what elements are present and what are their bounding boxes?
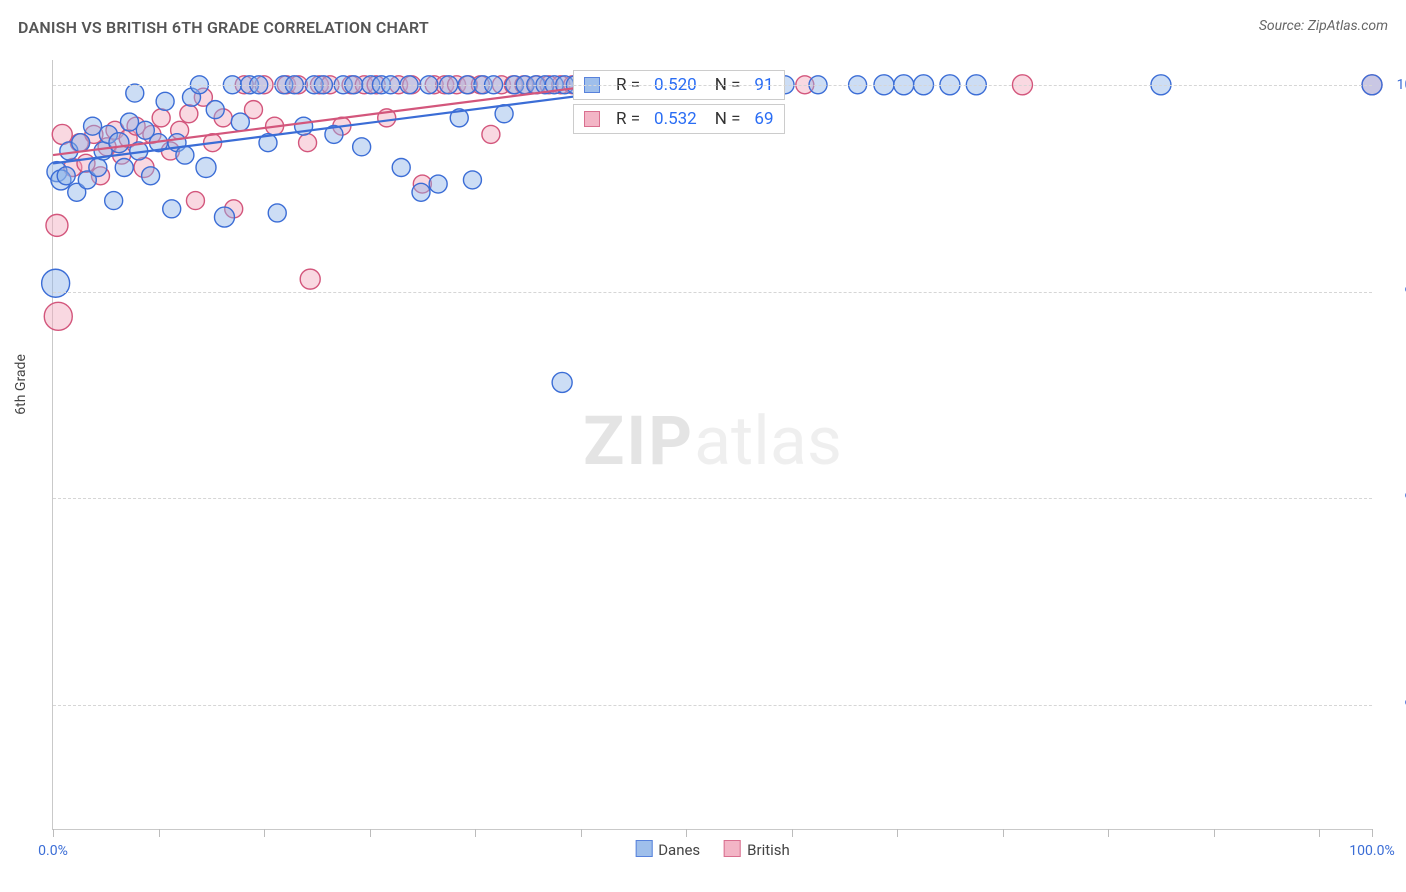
data-point [463, 171, 481, 189]
x-tick [686, 829, 687, 837]
data-point [109, 133, 129, 153]
legend-swatch-1 [635, 840, 652, 857]
legend-label-1: Danes [658, 841, 700, 859]
data-point [206, 101, 224, 119]
data-point [412, 183, 430, 201]
x-tick [1003, 829, 1004, 837]
x-tick [1108, 829, 1109, 837]
stat-r-value-2: 0.532 [654, 109, 697, 129]
data-point [180, 105, 198, 123]
data-point [300, 269, 320, 289]
data-point [176, 146, 194, 164]
source-label: Source: ZipAtlas.com [1259, 18, 1388, 34]
data-point [84, 117, 102, 135]
x-tick [1372, 829, 1373, 837]
data-point [429, 175, 447, 193]
data-point [353, 138, 371, 156]
data-point [57, 167, 75, 185]
legend-swatch-2 [724, 840, 741, 857]
data-point [231, 113, 249, 131]
data-point [46, 214, 68, 236]
x-tick [53, 829, 54, 837]
stat-n-label: N = [715, 109, 741, 129]
legend: Danes British [635, 840, 790, 859]
data-point [126, 84, 144, 102]
data-point [44, 302, 72, 330]
stat-box-series2: R = 0.532 N = 69 [573, 104, 785, 134]
x-tick [264, 829, 265, 837]
x-tick [159, 829, 160, 837]
data-point [156, 92, 174, 110]
stat-r-label: R = [616, 109, 640, 129]
x-tick-label: 0.0% [38, 843, 68, 859]
x-tick [897, 829, 898, 837]
stat-swatch-2 [584, 111, 600, 127]
chart-title: DANISH VS BRITISH 6TH GRADE CORRELATION … [18, 18, 429, 37]
data-point [186, 192, 204, 210]
data-point [196, 157, 216, 177]
data-point [89, 158, 107, 176]
gridline [53, 498, 1372, 499]
x-tick [792, 829, 793, 837]
data-point [163, 200, 181, 218]
gridline [53, 705, 1372, 706]
data-point [552, 372, 572, 392]
data-point [105, 192, 123, 210]
legend-label-2: British [747, 841, 790, 859]
x-tick [1214, 829, 1215, 837]
data-point [115, 158, 133, 176]
data-point [42, 269, 70, 297]
data-point [214, 207, 234, 227]
y-axis-label: 6th Grade [13, 354, 29, 415]
chart-svg [53, 60, 1372, 829]
data-point [495, 105, 513, 123]
data-point [142, 167, 160, 185]
x-tick-label: 100.0% [1349, 843, 1394, 859]
stat-n-value-2: 69 [754, 109, 773, 129]
y-tick-label: 100.0% [1397, 77, 1406, 93]
data-point [121, 113, 139, 131]
plot-area: 6th Grade ZIPatlas R = 0.520 N = 91 R = … [52, 60, 1372, 830]
data-point [152, 109, 170, 127]
data-point [392, 158, 410, 176]
x-tick [581, 829, 582, 837]
gridline [53, 85, 1372, 86]
legend-item-1: Danes [635, 840, 700, 859]
data-point [268, 204, 286, 222]
x-tick [1319, 829, 1320, 837]
legend-item-2: British [724, 840, 790, 859]
x-tick [475, 829, 476, 837]
x-tick [370, 829, 371, 837]
data-point [299, 134, 317, 152]
data-point [72, 134, 90, 152]
gridline [53, 292, 1372, 293]
data-point [482, 125, 500, 143]
